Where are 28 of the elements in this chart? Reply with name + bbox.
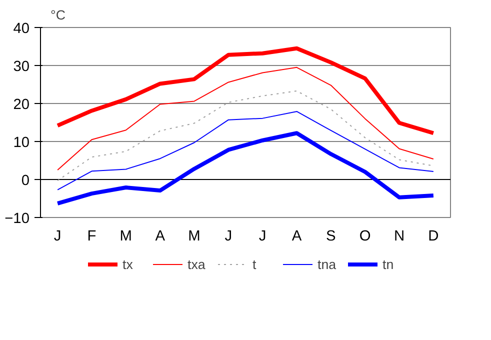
legend-label: tn xyxy=(382,256,395,272)
y-tick-label: 0 xyxy=(21,173,30,189)
x-tick-label: A xyxy=(155,228,166,244)
x-tick-label: J xyxy=(224,228,232,244)
y-tick-label: 30 xyxy=(13,59,30,75)
x-tick-label: D xyxy=(428,228,439,244)
y-axis-title: °C xyxy=(50,8,66,22)
line-series xyxy=(56,46,436,136)
x-tick-label: M xyxy=(188,228,200,244)
legend-label: txa xyxy=(188,256,206,272)
x-tick-label: A xyxy=(292,228,302,244)
x-tick-label: S xyxy=(326,228,336,244)
y-tick-label: 20 xyxy=(13,97,30,113)
legend-label: tna xyxy=(318,256,338,272)
x-tick-label: J xyxy=(54,228,62,244)
legend-label: tx xyxy=(122,256,134,272)
x-tick-label: N xyxy=(394,228,405,244)
x-tick-label: O xyxy=(359,228,371,244)
x-tick-label: F xyxy=(87,228,96,244)
x-tick-label: M xyxy=(120,228,132,244)
line-series xyxy=(56,131,436,206)
line-series xyxy=(57,110,434,190)
y-tick-label: −10 xyxy=(4,211,30,227)
line-series xyxy=(57,66,434,170)
x-tick-label: J xyxy=(258,228,266,244)
y-tick-label: 40 xyxy=(13,21,30,37)
legend-label: t xyxy=(252,256,258,272)
y-tick-label: 10 xyxy=(13,135,30,151)
